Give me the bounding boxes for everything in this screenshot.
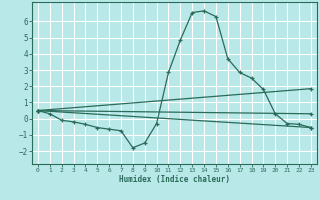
X-axis label: Humidex (Indice chaleur): Humidex (Indice chaleur) bbox=[119, 175, 230, 184]
